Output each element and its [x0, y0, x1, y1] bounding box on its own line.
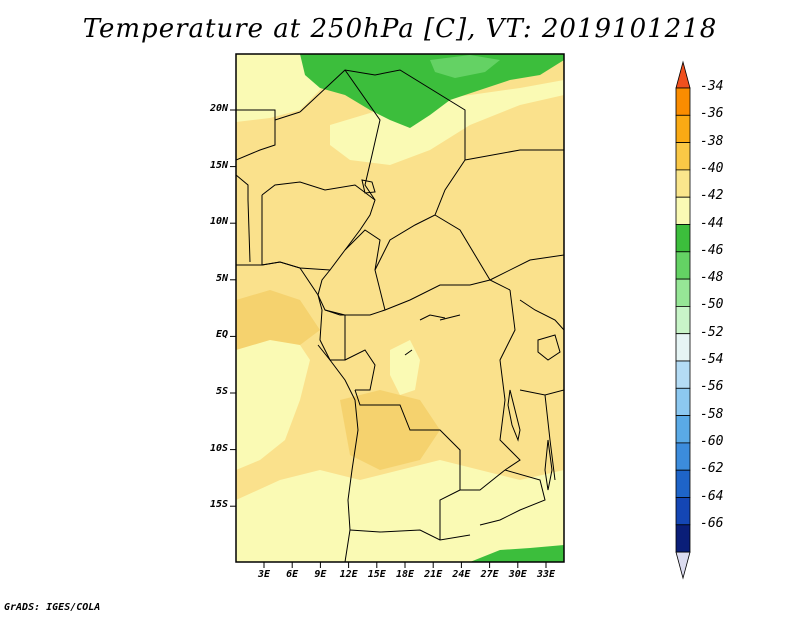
border-angola-namibia — [349, 529, 471, 541]
colorbar-swatch — [675, 333, 691, 362]
colorbar-swatch — [675, 497, 691, 526]
colorbar-swatch — [675, 442, 691, 471]
colorbar-swatch — [675, 87, 691, 116]
colorbar-swatch — [675, 224, 691, 253]
lat-label: 15S — [209, 499, 228, 511]
border-congo-gabon — [317, 309, 376, 391]
colorbar-label: -58 — [700, 406, 724, 422]
colorbar-label: -46 — [700, 242, 724, 258]
border-car-sudan — [434, 214, 511, 291]
field-light-zone-west — [236, 320, 310, 470]
lon-label: 12E — [339, 569, 358, 580]
border-car-drc — [384, 279, 491, 311]
lat-label: 5N — [215, 272, 228, 284]
colorbar-swatch — [675, 278, 691, 307]
lat-label: EQ — [215, 329, 228, 341]
colorbar-label: -66 — [700, 515, 724, 531]
temperature-field — [236, 54, 564, 562]
lon-label: 24E — [452, 569, 471, 580]
colorbar-swatch — [675, 251, 691, 280]
plot-frame — [235, 53, 565, 563]
lat-label: 20N — [209, 103, 228, 114]
border-sudan — [464, 149, 564, 281]
congo-river — [404, 314, 461, 356]
colorbar-label: -34 — [700, 79, 724, 94]
lon-label: 9E — [314, 569, 327, 580]
colorbar-label: -52 — [700, 324, 724, 340]
colorbar-label: -56 — [700, 379, 724, 395]
colorbar-swatch — [675, 196, 691, 225]
colorbar-swatch — [675, 415, 691, 444]
colorbar-label: -60 — [700, 433, 724, 449]
field-green-light-patch — [430, 55, 500, 78]
colorbar-swatch — [675, 469, 691, 498]
lon-label: 30E — [508, 569, 527, 580]
colorbar-label: -38 — [700, 133, 724, 149]
axis-ticks — [230, 109, 547, 568]
lon-label: 33E — [536, 569, 556, 580]
lake-victoria — [537, 334, 561, 361]
colorbar-label: -62 — [700, 461, 724, 477]
colorbar-swatch — [675, 360, 691, 389]
lake-chad — [361, 179, 376, 194]
field-green-zone-north — [300, 54, 564, 128]
lat-label: 5S — [215, 386, 228, 397]
colorbar-label: -36 — [700, 106, 724, 122]
colorbar-label: -48 — [700, 270, 724, 286]
country-borders — [236, 69, 564, 562]
lat-label: 15N — [209, 159, 228, 171]
border-drc-angola — [354, 389, 506, 491]
border-drc-east — [499, 289, 521, 471]
lon-label: 15E — [367, 569, 386, 580]
border-libya-chad — [299, 69, 466, 160]
border-east-africa — [519, 299, 564, 481]
lon-label: 3E — [257, 569, 271, 580]
colorbar-label: -42 — [700, 188, 724, 204]
lat-label: 10N — [209, 216, 228, 228]
colorbar-label: -54 — [700, 352, 724, 367]
border-cameroon — [317, 229, 386, 316]
border-chad-car — [374, 159, 466, 271]
lat-label: 10S — [209, 442, 228, 454]
colorbar-label: -64 — [700, 488, 724, 504]
colorbar-label: -44 — [700, 215, 724, 231]
colorbar-top-triangle — [675, 60, 691, 89]
border-benin-togo — [247, 195, 263, 265]
lake-tanganyika — [507, 389, 521, 442]
lon-label: 27E — [480, 569, 499, 580]
colorbar-bottom-triangle — [675, 551, 691, 580]
lon-label: 21E — [424, 569, 443, 580]
field-light-zone-central — [390, 340, 420, 395]
border-niger-chad — [344, 69, 381, 201]
border-west — [236, 109, 276, 200]
colorbar-swatch — [675, 114, 691, 144]
lake-malawi — [544, 439, 553, 491]
colorbar — [675, 60, 691, 580]
border-zambia — [439, 469, 546, 540]
field-dark-zone-gabon — [236, 290, 320, 350]
field-light-zone-sahel — [330, 80, 564, 165]
colorbar-swatch — [675, 305, 691, 335]
coastline — [236, 261, 359, 562]
colorbar-label: -40 — [700, 160, 724, 176]
map-title: Temperature at 250hPa [C], VT: 201910121… — [82, 14, 718, 44]
field-dark-zone-south — [340, 390, 440, 470]
colorbar-swatch — [675, 169, 691, 198]
colorbar-swatch — [675, 142, 691, 171]
credit-text: GrADS: IGES/COLA — [4, 602, 101, 613]
colorbar-swatch — [675, 524, 691, 553]
field-green-zone-south — [470, 545, 564, 562]
field-light-zone-south — [236, 460, 564, 562]
lon-label: 6E — [286, 569, 299, 580]
lon-label: 18E — [395, 569, 415, 580]
colorbar-swatch — [675, 387, 691, 416]
colorbar-label: -50 — [700, 297, 724, 313]
